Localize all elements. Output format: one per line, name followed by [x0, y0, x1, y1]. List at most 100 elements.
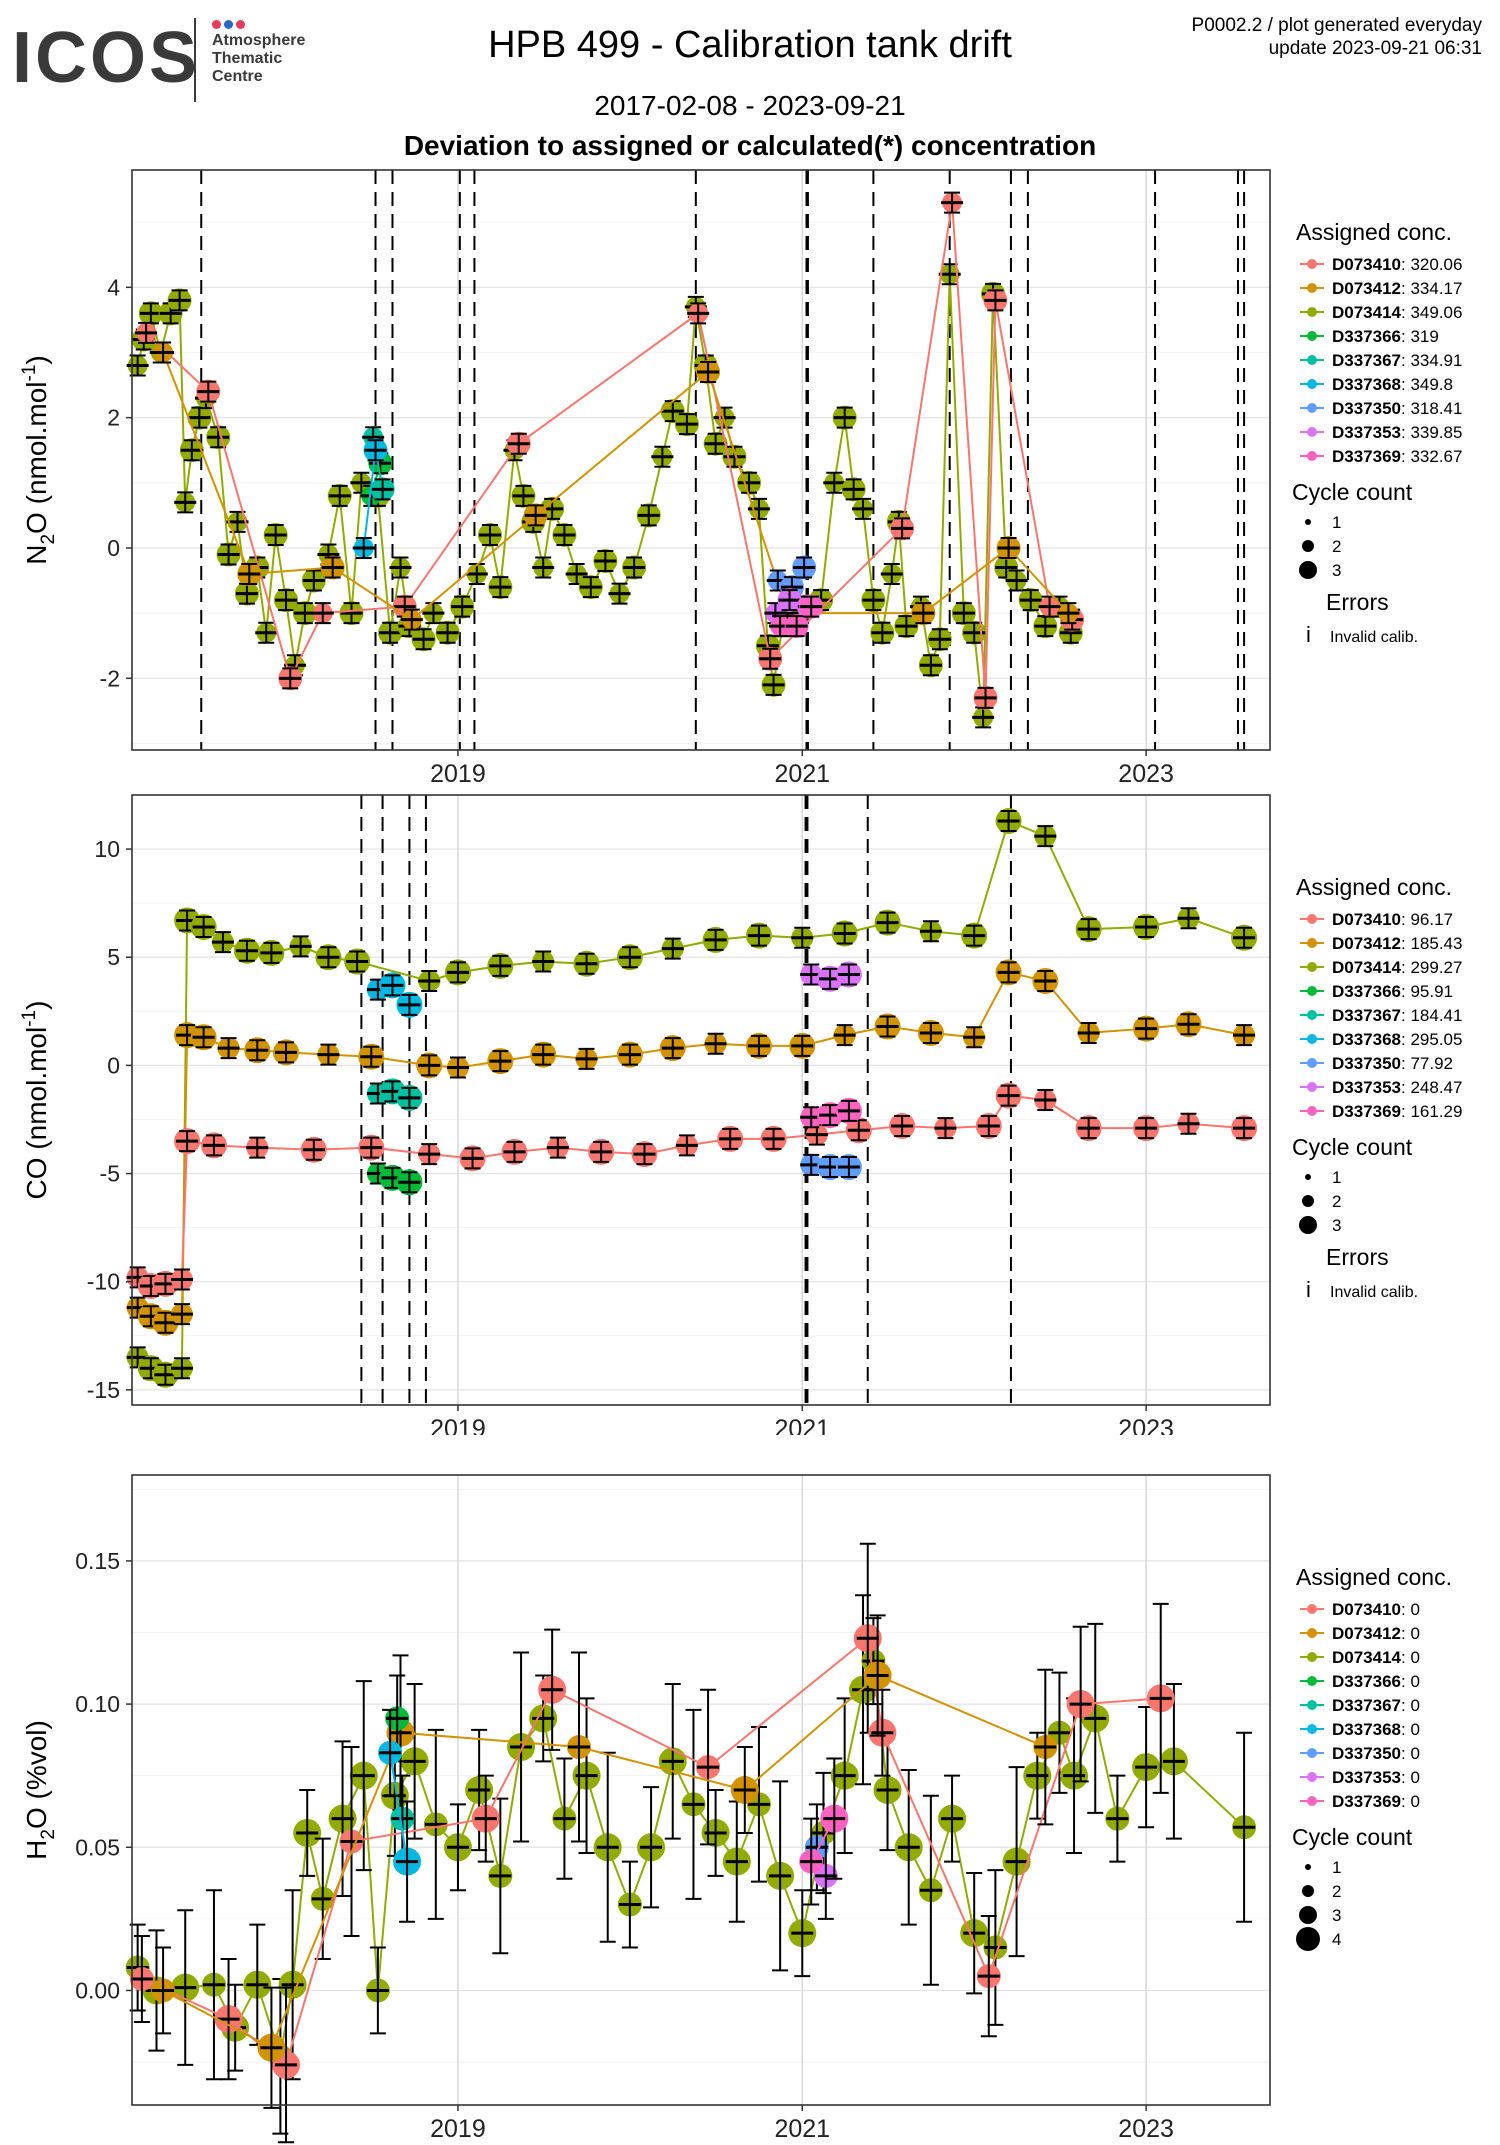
series-D337368	[378, 1708, 422, 1923]
series-D337369	[769, 594, 824, 639]
legend-item-value: : 320.06	[1401, 255, 1462, 274]
legend-item: D337368: 295.05	[1332, 1030, 1462, 1049]
legend-item: D073410: 96.17	[1332, 910, 1453, 929]
series-D337368	[366, 972, 423, 1018]
update-line: update 2023-09-21 06:31	[1268, 38, 1482, 59]
legend-item: D073410: 320.06	[1332, 255, 1462, 274]
legend-item-value: : 349.8	[1401, 375, 1453, 394]
legend-item: D337369: 161.29	[1332, 1102, 1462, 1121]
legend-item-value: : 184.41	[1401, 1006, 1462, 1025]
legend-key-dot	[1307, 379, 1317, 389]
logo-subtitle: Atmosphere Thematic Centre	[212, 32, 305, 86]
legend-item: D337350: 0	[1332, 1744, 1420, 1763]
y-axis-title-subscript: 2	[38, 534, 59, 545]
legend-item-value: : 319	[1401, 327, 1439, 346]
plot-border	[131, 169, 1271, 751]
y-tick-label: 0.15	[75, 1548, 120, 1574]
errors-legend-symbol: i	[1306, 1277, 1311, 1302]
legend-item: D337353: 248.47	[1332, 1078, 1462, 1097]
legend-item-id: D073414	[1332, 303, 1402, 322]
errors-legend-title: Errors	[1326, 1244, 1389, 1270]
cycle-legend-label: 1	[1332, 1168, 1341, 1187]
legend-item-id: D337353	[1332, 423, 1401, 442]
legend-item-id: D337369	[1332, 1102, 1401, 1121]
errors-legend-symbol: i	[1306, 622, 1311, 647]
legend-key-dot	[1307, 1628, 1317, 1638]
cycle-legend-label: 1	[1332, 513, 1341, 532]
legend-key-dot	[1307, 1700, 1317, 1710]
legend-item-value: : 0	[1401, 1720, 1420, 1739]
legend-key-dot	[1307, 1772, 1317, 1782]
legend-item-id: D073410	[1332, 910, 1401, 929]
y-tick-label: 0	[107, 535, 120, 561]
legend-item: D337366: 95.91	[1332, 982, 1453, 1001]
cycle-legend-dot	[1299, 1216, 1317, 1234]
series-line	[362, 450, 377, 549]
series-D337350	[800, 1153, 862, 1181]
y-axis-title-part: O (%vol)	[21, 1720, 52, 1829]
legend-item: D337369: 332.67	[1332, 447, 1462, 466]
legend-item: D337366: 319	[1332, 327, 1439, 346]
legend-item-value: : 332.67	[1401, 447, 1462, 466]
cycle-legend-label: 2	[1332, 537, 1341, 556]
x-tick-label: 2021	[774, 2115, 830, 2143]
legend-item: D073414: 349.06	[1332, 303, 1462, 322]
x-tick-label: 2019	[430, 760, 486, 785]
cycle-legend-dot	[1302, 540, 1314, 552]
legend-item-value: : 334.91	[1401, 351, 1462, 370]
legend-item-value: : 349.06	[1401, 303, 1462, 322]
legend-key-dot	[1307, 403, 1317, 413]
icos-logo: ICOS	[12, 18, 201, 98]
y-tick-label: 2	[107, 405, 120, 431]
cycle-legend-title: Cycle count	[1292, 1824, 1413, 1850]
legend-item-id: D073414	[1332, 1648, 1402, 1667]
legend-item-value: : 0	[1401, 1624, 1420, 1643]
legend-item-id: D337367	[1332, 1006, 1401, 1025]
x-tick-label: 2023	[1118, 760, 1174, 785]
legend-item: D337367: 0	[1332, 1696, 1420, 1715]
legend-item-value: : 0	[1401, 1648, 1420, 1667]
legend-item-value: : 0	[1401, 1672, 1420, 1691]
legend-item: D073412: 0	[1332, 1624, 1420, 1643]
legend-key-dot	[1307, 1676, 1317, 1686]
series-D073414	[125, 1594, 1257, 2135]
legend-key-dot	[1307, 914, 1317, 924]
x-tick-label: 2019	[430, 1415, 486, 1435]
cycle-legend-dot	[1305, 519, 1311, 525]
y-axis-title-part: CO (nmol.mol	[21, 1027, 52, 1200]
legend-item-value: : 0	[1401, 1792, 1420, 1811]
cycle-legend-dot	[1296, 1927, 1320, 1951]
logo-dots-icon	[212, 16, 248, 34]
legend-item-id: D337368	[1332, 375, 1401, 394]
logo-dot	[224, 20, 233, 29]
legend-item: D337367: 184.41	[1332, 1006, 1462, 1025]
legend-title: Assigned conc.	[1296, 1564, 1452, 1590]
x-tick-label: 2023	[1118, 2115, 1174, 2143]
legend-item-value: : 96.17	[1401, 910, 1453, 929]
y-axis-title-superscript: -1	[19, 365, 40, 382]
series-D337367	[362, 426, 395, 502]
legend-item-id: D337367	[1332, 1696, 1401, 1715]
legend-key-dot	[1307, 986, 1317, 996]
series-D073412	[152, 341, 1080, 631]
legend-key-dot	[1307, 451, 1317, 461]
cycle-legend-label: 3	[1332, 561, 1341, 580]
y-axis-title: N2O (nmol.mol-1)	[19, 355, 59, 565]
legend-item-id: D073410	[1332, 255, 1401, 274]
legend-item-id: D337369	[1332, 1792, 1401, 1811]
legend-item-value: : 0	[1401, 1696, 1420, 1715]
cycle-legend-dot	[1302, 1195, 1314, 1207]
series-D337367	[390, 1774, 415, 1863]
legend-item-id: D073414	[1332, 958, 1402, 977]
y-axis-title-part: N	[21, 545, 52, 565]
legend-item: D337350: 77.92	[1332, 1054, 1453, 1073]
x-tick-label: 2021	[774, 760, 830, 785]
legend-item: D073412: 185.43	[1332, 934, 1462, 953]
legend-item-id: D337350	[1332, 399, 1401, 418]
y-axis-title: CO (nmol.mol-1)	[19, 1001, 52, 1200]
legend-key-dot	[1307, 1106, 1317, 1116]
legend-item-id: D337366	[1332, 1672, 1401, 1691]
legend-item-id: D073410	[1332, 1600, 1401, 1619]
series-line	[162, 352, 1070, 621]
